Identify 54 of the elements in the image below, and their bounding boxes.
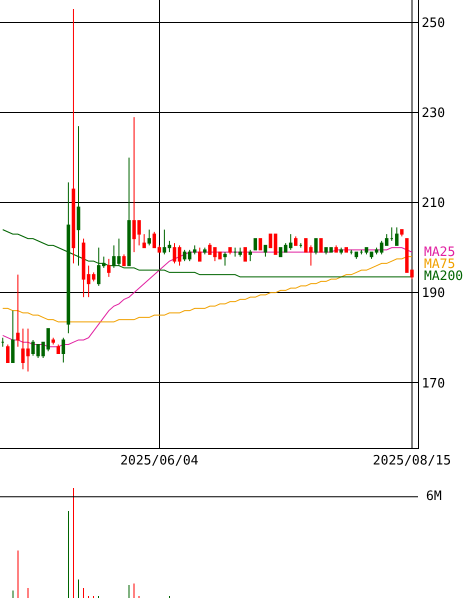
candlestick (400, 229, 404, 237)
candlestick (264, 244, 268, 258)
series-label: MA25 (424, 245, 456, 260)
candlestick (52, 337, 55, 345)
candlestick (178, 244, 182, 266)
candlestick (148, 229, 151, 246)
candlestick (26, 328, 30, 372)
candlestick (254, 238, 258, 250)
candlestick (122, 254, 126, 266)
candlestick (172, 242, 176, 264)
ref-line-label: 6M (426, 489, 442, 504)
candlestick (344, 247, 348, 253)
candlestick (107, 258, 111, 278)
candlestick (203, 247, 207, 255)
candlestick (360, 249, 364, 255)
candlestick (339, 247, 343, 255)
candlestick (274, 234, 278, 255)
y-tick-label: 170 (422, 376, 446, 392)
candlestick (72, 8, 76, 264)
candlestick (350, 249, 354, 255)
candlestick (228, 247, 232, 255)
candlestick (16, 274, 20, 348)
candlestick (299, 242, 303, 248)
series-label: MA200 (424, 269, 464, 284)
candlestick (56, 344, 60, 354)
candlestick (0, 337, 4, 348)
x-tick-label: 2025/06/04 (120, 454, 199, 469)
candlestick (238, 247, 242, 258)
candlestick (395, 226, 399, 246)
candlestick (248, 249, 252, 262)
candlestick (354, 252, 358, 260)
candlestick (243, 247, 247, 262)
candlestick (268, 234, 272, 248)
y-tick-label: 230 (422, 106, 446, 122)
candlestick (334, 244, 338, 253)
candlestick (364, 247, 368, 255)
candlestick (390, 226, 394, 242)
candlestick (258, 238, 262, 250)
candlestick (314, 238, 318, 255)
candlestick (6, 344, 10, 363)
line-series (2, 247, 412, 348)
x-tick-label: 2025/08/15 (372, 454, 452, 469)
candlestick (62, 337, 66, 363)
y-tick-label: 190 (422, 286, 446, 302)
y-tick-label: 210 (422, 196, 446, 212)
y-tick-label: 250 (422, 16, 446, 32)
line-series (2, 256, 412, 322)
candlestick (11, 310, 15, 363)
candlestick (233, 247, 237, 258)
candlestick (294, 236, 298, 246)
candlestick (21, 328, 25, 370)
candlestick (142, 234, 146, 248)
candlestick (223, 252, 227, 266)
candlestick (198, 247, 202, 262)
